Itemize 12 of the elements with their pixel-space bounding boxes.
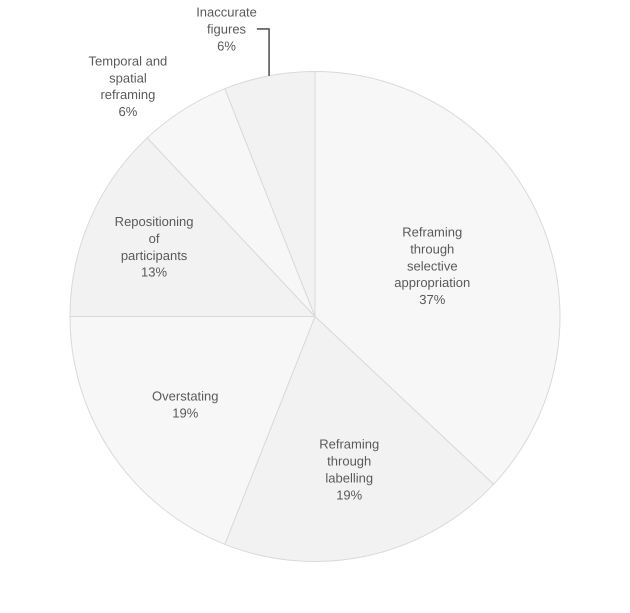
slice-label: Repositioning of participants [114,214,194,263]
data-label: 6% [118,104,138,120]
slice-label: Overstating [152,388,219,404]
data-label: 19% [336,487,363,502]
data-label: 19% [172,406,199,421]
slice-label: Reframing through labelling [319,436,380,486]
data-label: 6% [217,38,236,54]
slice-label: Inaccurate figures [196,4,257,36]
data-label: 37% [419,292,446,308]
data-label: 13% [141,264,168,280]
slice-label: Reframing through selective appropriation [394,224,470,290]
slice-label: Temporal and spatial reframing [88,53,168,102]
